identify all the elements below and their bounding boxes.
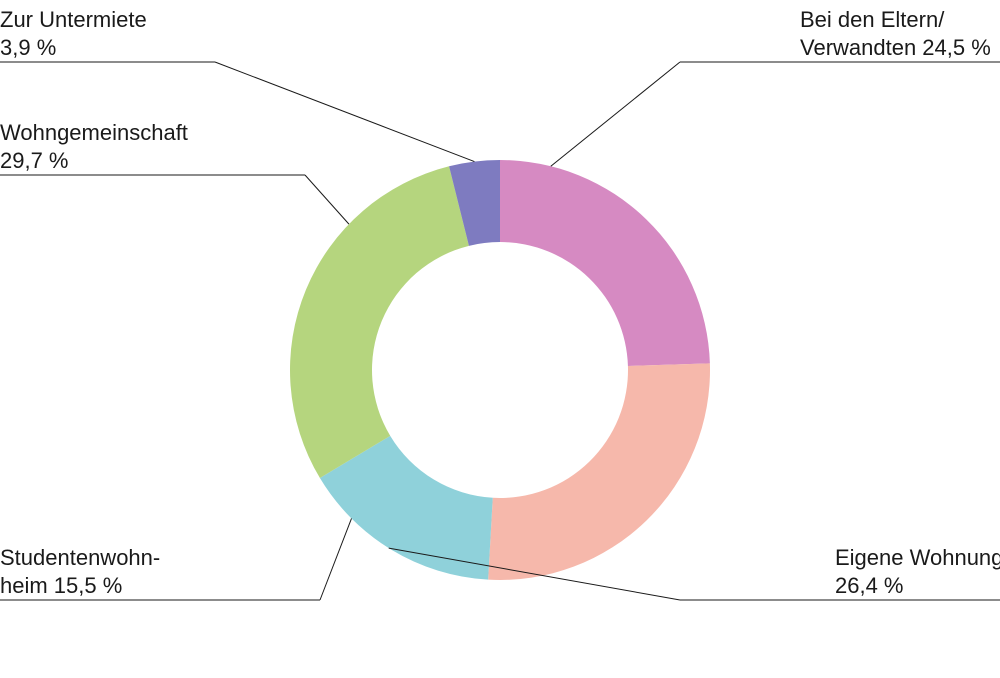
label-eigene-wohnung-line1: Eigene Wohnung	[835, 545, 1000, 570]
label-studentenwohnheim-line1: Studentenwohn-	[0, 545, 160, 570]
donut-chart-container: Bei den Eltern/ Verwandten 24,5 % Eigene…	[0, 0, 1000, 678]
leader-wohngemeinschaft	[305, 175, 349, 224]
label-zur-untermiete-line1: Zur Untermiete	[0, 7, 147, 32]
label-bei-eltern-line1: Bei den Eltern/	[800, 7, 944, 32]
label-bei-eltern-line2: Verwandten 24,5 %	[800, 35, 991, 60]
label-zur-untermiete-line2: 3,9 %	[0, 35, 56, 60]
label-studentenwohnheim: Studentenwohn- heim 15,5 %	[0, 544, 160, 599]
slice-eigene_wohnung	[488, 363, 710, 580]
label-eigene-wohnung-line2: 26,4 %	[835, 573, 904, 598]
label-bei-eltern: Bei den Eltern/ Verwandten 24,5 %	[800, 6, 991, 61]
slice-wohngemeinschaft	[290, 166, 469, 478]
slice-bei_eltern	[500, 160, 710, 366]
label-studentenwohnheim-line2: heim 15,5 %	[0, 573, 122, 598]
label-eigene-wohnung: Eigene Wohnung 26,4 %	[835, 544, 1000, 599]
leader-bei_eltern	[551, 62, 680, 166]
leader-studentenwohnheim	[320, 518, 352, 600]
label-wohngemeinschaft-line2: 29,7 %	[0, 148, 69, 173]
leader-zur_untermiete	[215, 62, 474, 162]
label-zur-untermiete: Zur Untermiete 3,9 %	[0, 6, 147, 61]
label-wohngemeinschaft: Wohngemeinschaft 29,7 %	[0, 119, 188, 174]
label-wohngemeinschaft-line1: Wohngemeinschaft	[0, 120, 188, 145]
